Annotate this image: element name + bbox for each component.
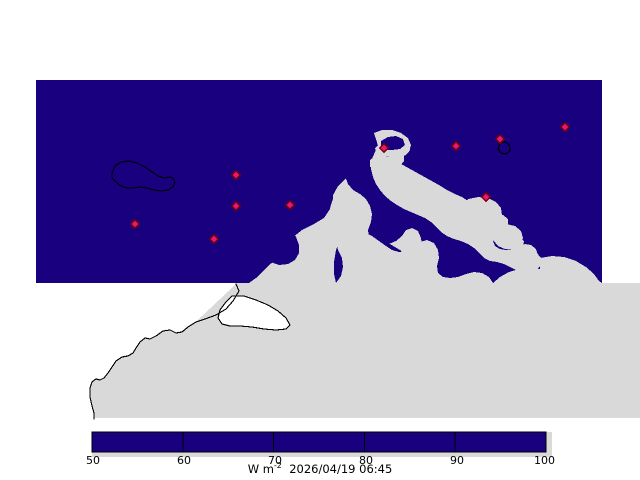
land-arch-c bbox=[514, 249, 541, 272]
colorbar-fill bbox=[91, 431, 547, 453]
station-marker[interactable] bbox=[378, 142, 390, 154]
colorbar-tick-label-90: 90 bbox=[450, 454, 464, 467]
sea-bay-notch bbox=[218, 296, 290, 330]
station-marker[interactable] bbox=[559, 121, 571, 133]
coast-nw-island bbox=[111, 160, 176, 192]
sea-overlay-polygons bbox=[36, 80, 602, 283]
station-marker[interactable] bbox=[494, 133, 506, 145]
colorbar-tick-label-80: 80 bbox=[359, 454, 373, 467]
station-marker[interactable] bbox=[480, 191, 492, 203]
land-arch-b bbox=[492, 224, 523, 249]
colorbar-units: W m bbox=[247, 461, 274, 476]
land-east-coast bbox=[493, 268, 586, 283]
station-marker[interactable] bbox=[129, 218, 141, 230]
coast-bay-notch bbox=[217, 295, 291, 331]
land-ne-block bbox=[336, 230, 493, 283]
sea-open-northeast bbox=[412, 80, 602, 258]
colorbar[interactable] bbox=[91, 431, 552, 457]
station-marker[interactable] bbox=[230, 200, 242, 212]
station-marker[interactable] bbox=[208, 233, 220, 245]
coastline-strokes bbox=[89, 141, 511, 420]
coast-islet-east bbox=[497, 141, 511, 155]
colorbar-tick-label-60: 60 bbox=[177, 454, 191, 467]
colorbar-ticks bbox=[182, 432, 456, 452]
colorbar-caption: W m-2 2026/04/19 06:45 bbox=[0, 461, 640, 476]
sea-open-west bbox=[36, 80, 370, 283]
colorbar-tick-label-50: 50 bbox=[86, 454, 100, 467]
station-markers[interactable] bbox=[129, 121, 571, 245]
colorbar-tick-label-100: 100 bbox=[534, 454, 555, 467]
land-barrier-spit bbox=[370, 158, 472, 212]
coast-mainland-south bbox=[89, 283, 240, 420]
station-marker[interactable] bbox=[450, 140, 462, 152]
colorbar-tick-label-70: 70 bbox=[268, 454, 282, 467]
sea-inlet-east-channel bbox=[430, 239, 490, 283]
land-arch-a bbox=[465, 197, 502, 224]
land-islet-archipelago-3 bbox=[468, 221, 484, 236]
colorbar-units-exponent: -2 bbox=[273, 461, 282, 470]
station-marker[interactable] bbox=[284, 199, 296, 211]
land-right-margin bbox=[602, 283, 640, 418]
station-marker[interactable] bbox=[230, 169, 242, 181]
timestamp: 2026/04/19 06:45 bbox=[289, 461, 393, 476]
